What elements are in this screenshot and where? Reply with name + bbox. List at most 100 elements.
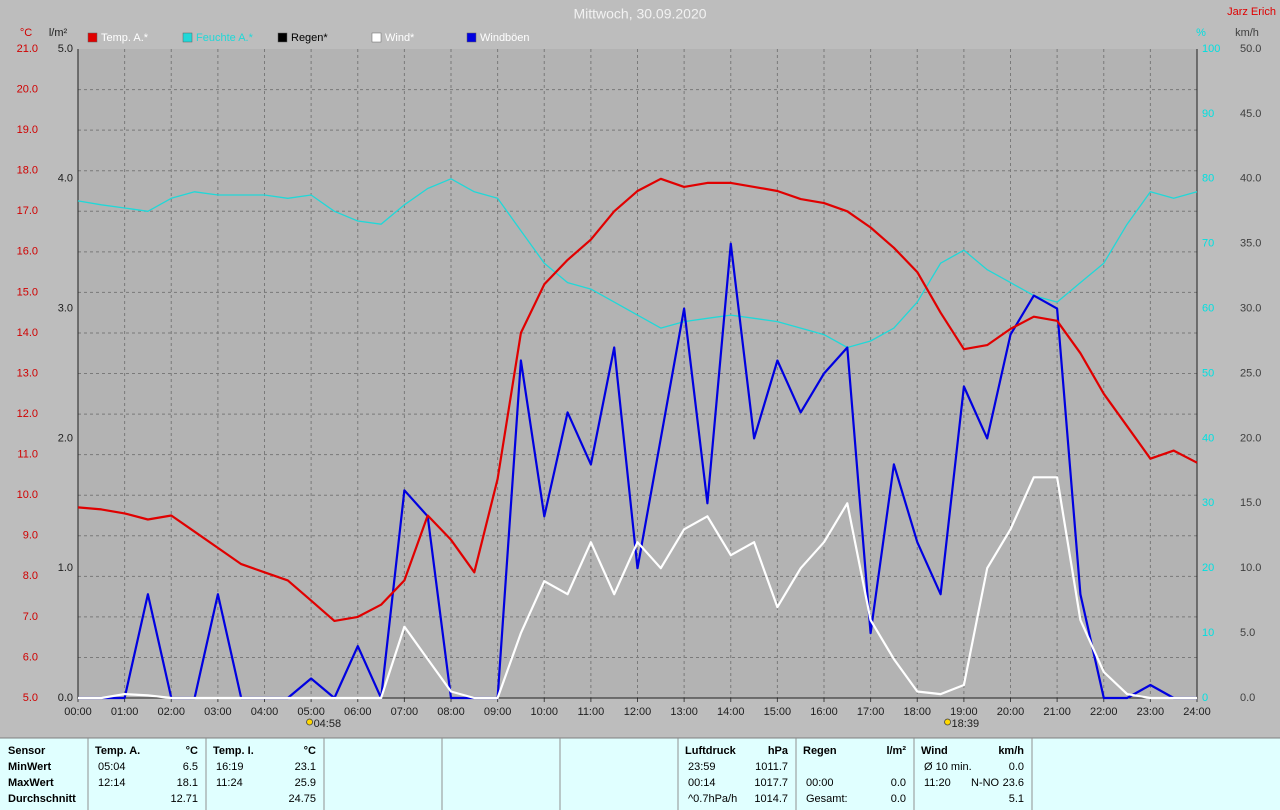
table-cell-value: 23.6 bbox=[1003, 777, 1024, 789]
legend-swatch bbox=[371, 32, 382, 43]
y-tick-label: 10.0 bbox=[1240, 562, 1261, 574]
table-cell-label: Gesamt: bbox=[806, 793, 848, 805]
axis-unit: l/m² bbox=[49, 27, 68, 39]
y-tick-label: 9.0 bbox=[23, 530, 38, 542]
table-cell-value: 5.1 bbox=[1009, 793, 1024, 805]
y-tick-label: 5.0 bbox=[23, 692, 38, 704]
chart-title: Mittwoch, 30.09.2020 bbox=[573, 6, 706, 22]
x-tick-label: 06:00 bbox=[344, 706, 372, 718]
x-tick-label: 23:00 bbox=[1137, 706, 1165, 718]
y-tick-label: 6.0 bbox=[23, 651, 38, 663]
table-cell-extra: N-NO bbox=[971, 777, 1000, 789]
y-tick-label: 90 bbox=[1202, 108, 1214, 120]
table-row-label: MinWert bbox=[8, 761, 52, 773]
y-tick-label: 20.0 bbox=[17, 83, 38, 95]
table-cell-value: 24.75 bbox=[288, 793, 316, 805]
table-row-label: MaxWert bbox=[8, 777, 54, 789]
y-tick-label: 40.0 bbox=[1240, 173, 1261, 185]
x-tick-label: 24:00 bbox=[1183, 706, 1211, 718]
table-header: Temp. I. bbox=[213, 745, 254, 757]
y-tick-label: 13.0 bbox=[17, 367, 38, 379]
table-cell-value: 1017.7 bbox=[754, 777, 788, 789]
x-tick-label: 11:00 bbox=[578, 706, 605, 718]
x-tick-label: 05:00 bbox=[297, 706, 325, 718]
legend-label: Regen* bbox=[291, 32, 328, 44]
x-tick-label: 07:00 bbox=[391, 706, 419, 718]
table-unit: °C bbox=[304, 745, 316, 757]
x-tick-label: 04:00 bbox=[251, 706, 279, 718]
y-tick-label: 35.0 bbox=[1240, 238, 1261, 250]
table-cell-value: 6.5 bbox=[183, 761, 198, 773]
table-unit: °C bbox=[186, 745, 198, 757]
table-cell-label: 11:20 bbox=[924, 777, 951, 789]
table-cell-label: 00:14 bbox=[688, 777, 716, 789]
x-tick-label: 19:00 bbox=[950, 706, 978, 718]
legend-label: Wind* bbox=[385, 32, 415, 44]
table-header: Regen bbox=[803, 745, 837, 757]
x-tick-label: 13:00 bbox=[670, 706, 698, 718]
y-tick-label: 25.0 bbox=[1240, 367, 1261, 379]
legend-swatch bbox=[466, 32, 477, 43]
y-tick-label: 21.0 bbox=[17, 43, 38, 55]
x-tick-label: 03:00 bbox=[204, 706, 232, 718]
x-tick-label: 17:00 bbox=[857, 706, 885, 718]
x-tick-label: 21:00 bbox=[1043, 706, 1071, 718]
y-tick-label: 10.0 bbox=[17, 489, 38, 501]
y-tick-label: 12.0 bbox=[17, 408, 38, 420]
x-tick-label: 01:00 bbox=[111, 706, 139, 718]
table-cell-value: 18.1 bbox=[177, 777, 198, 789]
y-tick-label: 0.0 bbox=[58, 692, 73, 704]
table-cell-value: 23.1 bbox=[295, 761, 316, 773]
y-tick-label: 70 bbox=[1202, 238, 1214, 250]
y-tick-label: 30.0 bbox=[1240, 303, 1261, 315]
y-tick-label: 50 bbox=[1202, 367, 1214, 379]
table-cell-label: 00:00 bbox=[806, 777, 834, 789]
x-tick-label: 00:00 bbox=[64, 706, 92, 718]
y-tick-label: 20 bbox=[1202, 562, 1214, 574]
table-cell-label: ^0.7hPa/h bbox=[688, 793, 737, 805]
y-tick-label: 16.0 bbox=[17, 246, 38, 258]
table-header: Wind bbox=[921, 745, 948, 757]
x-tick-label: 15:00 bbox=[764, 706, 792, 718]
y-tick-label: 1.0 bbox=[58, 562, 73, 574]
x-tick-label: 02:00 bbox=[157, 706, 185, 718]
x-tick-label: 09:00 bbox=[484, 706, 512, 718]
x-tick-label: 20:00 bbox=[997, 706, 1025, 718]
y-tick-label: 30 bbox=[1202, 497, 1214, 509]
y-tick-label: 17.0 bbox=[17, 205, 38, 217]
table-cell-label: 11:24 bbox=[216, 777, 243, 789]
y-tick-label: 0.0 bbox=[1240, 692, 1255, 704]
axis-unit: °C bbox=[20, 27, 32, 39]
table-cell-value: 0.0 bbox=[891, 793, 906, 805]
axis-unit: km/h bbox=[1235, 27, 1259, 39]
y-tick-label: 15.0 bbox=[17, 286, 38, 298]
x-tick-label: 14:00 bbox=[717, 706, 745, 718]
x-tick-label: 16:00 bbox=[810, 706, 838, 718]
y-tick-label: 19.0 bbox=[17, 124, 38, 136]
legend-swatch bbox=[87, 32, 98, 43]
x-tick-label: 22:00 bbox=[1090, 706, 1118, 718]
series-line bbox=[78, 476, 1197, 700]
table-cell-label: 16:19 bbox=[216, 761, 244, 773]
table-cell-label: 23:59 bbox=[688, 761, 716, 773]
x-tick-label: 08:00 bbox=[437, 706, 465, 718]
x-tick-label: 10:00 bbox=[530, 706, 558, 718]
x-tick-label: 18:00 bbox=[903, 706, 931, 718]
series-line bbox=[77, 177, 1198, 622]
y-tick-label: 0 bbox=[1202, 692, 1208, 704]
legend-label: Feuchte A.* bbox=[196, 32, 254, 44]
y-tick-label: 20.0 bbox=[1240, 432, 1261, 444]
y-tick-label: 100 bbox=[1202, 43, 1220, 55]
y-tick-label: 3.0 bbox=[58, 303, 73, 315]
table-row-label: Sensor bbox=[8, 745, 46, 757]
y-tick-label: 10 bbox=[1202, 627, 1214, 639]
y-tick-label: 5.0 bbox=[1240, 627, 1255, 639]
y-tick-label: 18.0 bbox=[17, 165, 38, 177]
table-cell-value: 0.0 bbox=[1009, 761, 1024, 773]
y-tick-label: 60 bbox=[1202, 303, 1214, 315]
table-cell-value: 12.71 bbox=[170, 793, 198, 805]
y-tick-label: 14.0 bbox=[17, 327, 38, 339]
y-tick-label: 5.0 bbox=[58, 43, 73, 55]
y-tick-label: 40 bbox=[1202, 432, 1214, 444]
axis-unit: % bbox=[1196, 27, 1206, 39]
